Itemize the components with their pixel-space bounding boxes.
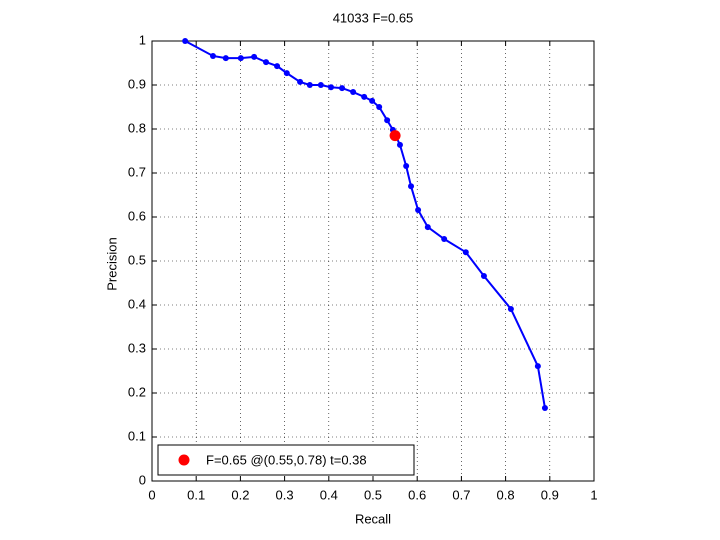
- x-axis-label: Recall: [355, 511, 391, 526]
- data-point: [339, 85, 346, 92]
- data-point: [541, 404, 548, 411]
- chart-title: 41033 F=0.65: [333, 10, 414, 25]
- x-tick-label: 1: [590, 487, 597, 502]
- data-point: [408, 183, 415, 190]
- x-tick-label: 0.1: [187, 487, 205, 502]
- data-point: [237, 55, 244, 62]
- data-point: [376, 104, 383, 110]
- data-point: [415, 206, 422, 213]
- data-point: [462, 249, 469, 256]
- y-tick-label: 0.1: [128, 428, 146, 443]
- x-tick-label: 0.4: [320, 487, 338, 502]
- y-axis-label: Precision: [104, 237, 119, 290]
- y-tick-label: 0.4: [128, 296, 146, 311]
- x-tick-label: 0.2: [231, 487, 249, 502]
- x-tick-label: 0.3: [276, 487, 294, 502]
- data-point: [403, 162, 410, 169]
- data-point: [361, 93, 368, 100]
- y-tick-label: 0.6: [128, 208, 146, 223]
- data-point: [317, 82, 324, 88]
- data-point: [222, 55, 229, 62]
- plot-frame: [151, 40, 595, 482]
- data-point: [441, 236, 448, 242]
- y-tick-label: 0.9: [128, 76, 146, 91]
- x-tick-label: 0.5: [364, 487, 382, 502]
- data-point: [350, 89, 357, 96]
- legend-box: [157, 444, 415, 476]
- data-point: [507, 305, 514, 312]
- data-point: [209, 52, 216, 59]
- y-tick-label: 0.7: [128, 164, 146, 179]
- data-point: [369, 97, 376, 104]
- x-tick-label: 0.6: [408, 487, 426, 502]
- data-point: [297, 78, 304, 85]
- data-point: [274, 63, 281, 70]
- data-point: [283, 70, 290, 77]
- data-point: [328, 84, 335, 91]
- data-point: [263, 59, 270, 66]
- data-point: [384, 117, 391, 124]
- data-point: [534, 363, 541, 370]
- data-point: [182, 38, 189, 44]
- x-tick-label: 0.8: [497, 487, 515, 502]
- y-tick-label: 0.2: [128, 384, 146, 399]
- y-tick-label: 0.8: [128, 120, 146, 135]
- data-point: [396, 141, 403, 148]
- data-point: [389, 130, 401, 142]
- legend-marker: [178, 454, 190, 466]
- x-tick-label: 0.7: [452, 487, 470, 502]
- data-point: [251, 53, 258, 60]
- data-point: [480, 272, 487, 279]
- x-tick-label: 0: [148, 487, 155, 502]
- data-point: [424, 224, 431, 231]
- y-tick-label: 1: [139, 32, 146, 47]
- data-point: [306, 82, 313, 88]
- x-tick-label: 0.9: [541, 487, 559, 502]
- y-tick-label: 0.3: [128, 340, 146, 355]
- y-tick-label: 0: [139, 472, 146, 487]
- y-tick-label: 0.5: [128, 252, 146, 267]
- legend-label: F=0.65 @(0.55,0.78) t=0.38: [206, 452, 367, 467]
